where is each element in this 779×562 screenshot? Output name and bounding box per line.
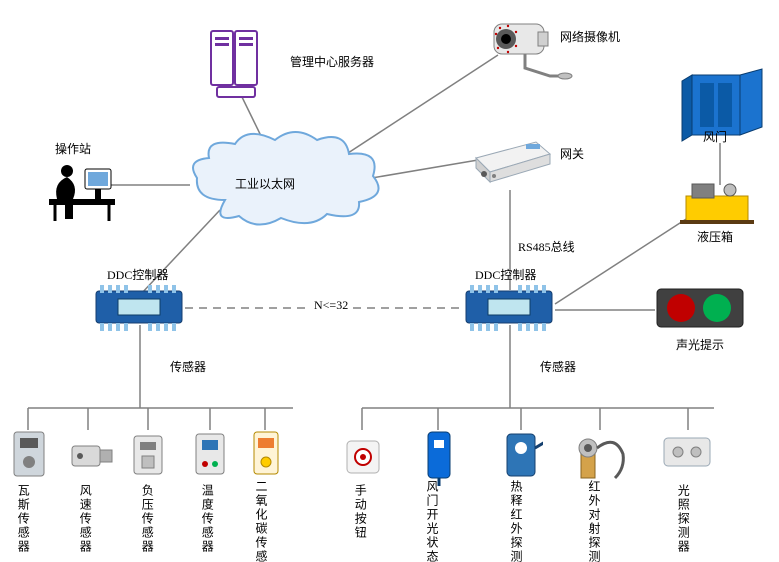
ir-beam-label: 红外对射探测器 [588, 480, 600, 562]
co2-label: 二氧化碳传感器 [255, 480, 267, 562]
door-switch-sensor [420, 428, 460, 486]
co2-sensor [248, 428, 284, 482]
cloud-label: 工业以太网 [235, 177, 295, 192]
ddc-controller-1 [92, 285, 188, 331]
network-camera [480, 10, 575, 80]
server-label: 管理中心服务器 [290, 55, 374, 70]
neg-label: 负压传感器 [140, 484, 153, 554]
sensor-group-2-label: 传感器 [540, 360, 576, 375]
manual-button [344, 438, 382, 476]
ddc2-label: DDC控制器 [475, 268, 536, 283]
ddc-controller-2 [462, 285, 558, 331]
rs485-label: RS485总线 [518, 240, 575, 255]
pir-sensor [501, 428, 543, 484]
ir-beam-sensor [575, 424, 629, 484]
operator-station [45, 155, 120, 225]
hydraulic-box [680, 180, 760, 228]
light-label: 光照探测器 [676, 484, 689, 554]
alarm-label: 声光提示 [676, 338, 724, 353]
pir-label: 热释红外探测器 [510, 480, 522, 562]
sensor-group-1-label: 传感器 [170, 360, 206, 375]
management-server [205, 25, 273, 101]
gateway-device [470, 124, 556, 194]
station-label: 操作站 [55, 142, 91, 157]
camera-label: 网络摄像机 [560, 30, 620, 45]
ddc1-label: DDC控制器 [107, 268, 168, 283]
temp-sensor [190, 430, 232, 482]
wind-sensor [66, 436, 116, 476]
neg-pressure-sensor [128, 432, 168, 482]
wind-label: 风速传感器 [78, 484, 91, 554]
gateway-label: 网关 [560, 147, 584, 162]
hydraulic-label: 液压箱 [697, 230, 733, 245]
temp-label: 温度传感器 [200, 484, 213, 554]
light-sensor [660, 432, 716, 472]
gas-label: 瓦斯传感器 [16, 484, 29, 554]
manual-label: 手动按钮 [353, 484, 366, 540]
air-door-label: 风门 [703, 130, 727, 145]
door-sw-label: 风门开光状态传感器 [426, 480, 438, 562]
limit-label: N<=32 [310, 298, 352, 313]
sound-light-alarm [655, 285, 747, 333]
gas-sensor [8, 428, 50, 484]
